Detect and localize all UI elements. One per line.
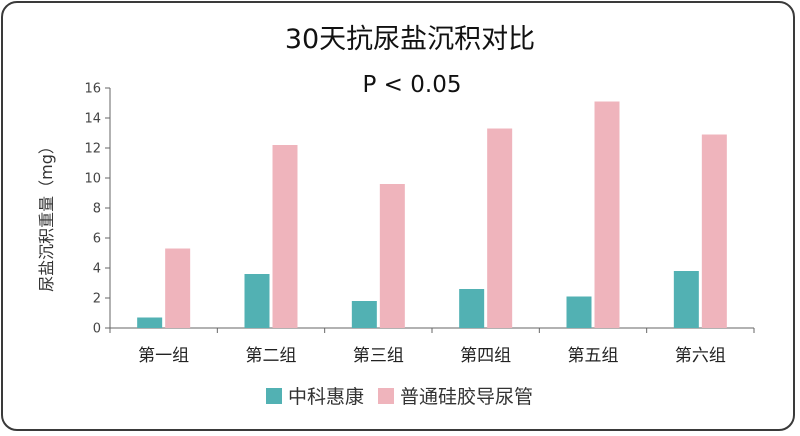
y-tick-label: 4 [93, 262, 101, 277]
x-tick-label: 第六组 [675, 346, 726, 366]
bar [566, 296, 592, 328]
y-tick-label: 16 [84, 82, 101, 97]
bar [379, 184, 405, 328]
y-tick-label: 2 [93, 292, 101, 307]
bar [272, 145, 298, 328]
y-tick-label: 8 [93, 202, 101, 217]
y-tick-label: 6 [93, 232, 101, 247]
y-axis-label: 尿盐沉积重量（mg） [37, 138, 56, 292]
legend-swatch [266, 388, 282, 404]
bar [165, 248, 191, 328]
bars [137, 101, 727, 328]
legend-label: 中科惠康 [288, 386, 364, 408]
x-tick-label: 第三组 [353, 346, 404, 366]
y-tick-label: 14 [84, 112, 101, 127]
legend-label: 普通硅胶导尿管 [400, 386, 533, 408]
x-tick-label: 第五组 [568, 346, 619, 366]
x-tick-label: 第四组 [460, 346, 511, 366]
bar [487, 128, 513, 328]
bar [594, 101, 620, 328]
bar [673, 271, 699, 328]
y-tick-label: 12 [84, 142, 101, 157]
bar [351, 301, 377, 328]
bar [701, 134, 727, 328]
y-tick-label: 0 [93, 322, 101, 337]
bar [137, 317, 163, 328]
legend-swatch [378, 388, 394, 404]
chart-title: 30天抗尿盐沉积对比 [285, 24, 535, 55]
bar [459, 289, 485, 328]
x-tick-label: 第二组 [246, 346, 297, 366]
axes: 0 2 4 6 8 10 12 14 16 第一组 第二组 第三组 第四组 第五组 第六组 [84, 82, 755, 366]
y-tick-label: 10 [84, 172, 101, 187]
bar [244, 274, 270, 328]
x-tick-label: 第一组 [138, 346, 189, 366]
legend: 中科惠康 普通硅胶导尿管 [266, 386, 533, 408]
chart-subtitle: P < 0.05 [363, 72, 462, 98]
